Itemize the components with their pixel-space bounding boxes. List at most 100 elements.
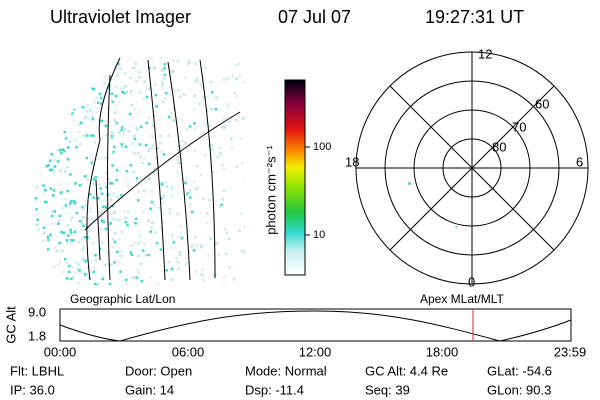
emission-dot bbox=[41, 165, 45, 168]
emission-dot bbox=[170, 186, 174, 190]
emission-dot bbox=[50, 214, 54, 218]
emission-dot bbox=[47, 140, 51, 144]
emission-dot bbox=[203, 153, 207, 157]
emission-dot bbox=[230, 137, 233, 141]
emission-dot bbox=[40, 75, 44, 78]
emission-dot bbox=[122, 125, 125, 128]
emission-dot bbox=[200, 244, 204, 247]
emission-dot bbox=[34, 143, 35, 147]
emission-dot bbox=[101, 274, 104, 278]
emission-dot bbox=[204, 66, 207, 70]
emission-dot bbox=[32, 169, 34, 172]
emission-dot bbox=[126, 210, 130, 214]
emission-dot bbox=[28, 245, 31, 248]
emission-dot bbox=[184, 263, 188, 266]
emission-dot bbox=[92, 183, 96, 186]
emission-dot bbox=[99, 187, 103, 190]
emission-dot bbox=[167, 134, 171, 137]
emission-dot bbox=[163, 67, 166, 70]
emission-dot bbox=[168, 208, 172, 211]
emission-dot bbox=[54, 158, 57, 162]
emission-dot bbox=[127, 55, 130, 58]
emission-dot bbox=[144, 253, 148, 257]
emission-dot bbox=[195, 187, 199, 191]
emission-dot bbox=[135, 276, 139, 280]
emission-dot bbox=[30, 67, 33, 70]
emission-dot bbox=[67, 158, 70, 161]
emission-dot bbox=[39, 137, 43, 140]
emission-dot bbox=[208, 198, 211, 202]
emission-dot bbox=[97, 68, 100, 71]
emission-dot bbox=[233, 91, 236, 95]
emission-dot bbox=[194, 62, 197, 66]
emission-dot bbox=[154, 231, 157, 234]
emission-dot bbox=[226, 105, 229, 108]
emission-dot bbox=[160, 150, 164, 154]
emission-dot bbox=[66, 189, 69, 193]
emission-dot bbox=[181, 118, 184, 122]
emission-dot bbox=[104, 82, 107, 85]
emission-dot bbox=[70, 238, 73, 242]
emission-dot bbox=[77, 269, 80, 272]
emission-dot bbox=[145, 121, 148, 125]
emission-dot bbox=[49, 76, 53, 80]
emission-dot bbox=[60, 249, 64, 252]
emission-dot bbox=[96, 74, 99, 77]
emission-dot bbox=[119, 67, 122, 70]
emission-dot bbox=[201, 273, 204, 277]
emission-dot bbox=[85, 156, 89, 160]
emission-dot bbox=[41, 93, 45, 97]
emission-dot bbox=[82, 84, 85, 88]
emission-dot bbox=[169, 112, 173, 115]
emission-dot bbox=[73, 58, 77, 62]
emission-dot bbox=[75, 201, 79, 205]
emission-dot bbox=[48, 168, 52, 172]
emission-dot bbox=[74, 138, 77, 142]
emission-dot bbox=[240, 249, 243, 252]
emission-dot bbox=[71, 276, 75, 279]
emission-dot bbox=[94, 176, 97, 179]
emission-dot bbox=[78, 142, 82, 146]
emission-dot bbox=[73, 199, 76, 203]
emission-dot bbox=[179, 253, 182, 257]
emission-dot bbox=[97, 183, 101, 187]
emission-dot bbox=[52, 171, 56, 175]
emission-dot bbox=[193, 94, 196, 98]
emission-dot bbox=[105, 206, 108, 209]
mlt-label: 0 bbox=[468, 274, 475, 289]
emission-dot bbox=[153, 66, 156, 70]
emission-dot bbox=[188, 196, 192, 199]
emission-dot bbox=[37, 65, 40, 68]
emission-dot bbox=[110, 92, 114, 95]
emission-dot bbox=[123, 127, 126, 131]
panel-title: Geographic Lat/Lon bbox=[70, 292, 175, 306]
emission-dot bbox=[27, 69, 30, 72]
emission-dot bbox=[156, 146, 160, 150]
emission-dot bbox=[66, 146, 70, 149]
emission-dot bbox=[144, 143, 148, 147]
emission-dot bbox=[145, 95, 149, 99]
emission-dot bbox=[91, 241, 95, 245]
emission-dot bbox=[130, 103, 133, 107]
emission-dot bbox=[78, 269, 81, 272]
emission-dot bbox=[137, 254, 140, 258]
status: IP: 36.0 bbox=[10, 382, 55, 397]
emission-dot bbox=[100, 219, 104, 223]
emission-dot bbox=[160, 183, 164, 186]
emission-dot bbox=[47, 94, 50, 97]
y-label: 1.8 bbox=[28, 328, 46, 343]
emission-dot bbox=[59, 281, 63, 284]
emission-dot bbox=[234, 63, 237, 67]
emission-dot bbox=[116, 196, 120, 199]
emission-dot bbox=[120, 143, 123, 146]
emission-dot bbox=[124, 145, 127, 149]
emission-dot bbox=[172, 119, 175, 122]
emission-dot bbox=[58, 283, 62, 285]
emission-dot bbox=[209, 237, 213, 240]
emission-dot bbox=[34, 129, 38, 133]
emission-dot bbox=[212, 148, 215, 151]
emission-dot bbox=[136, 151, 140, 155]
emission-dot bbox=[195, 77, 199, 81]
emission-dot bbox=[69, 241, 73, 245]
emission-dot bbox=[72, 108, 76, 111]
